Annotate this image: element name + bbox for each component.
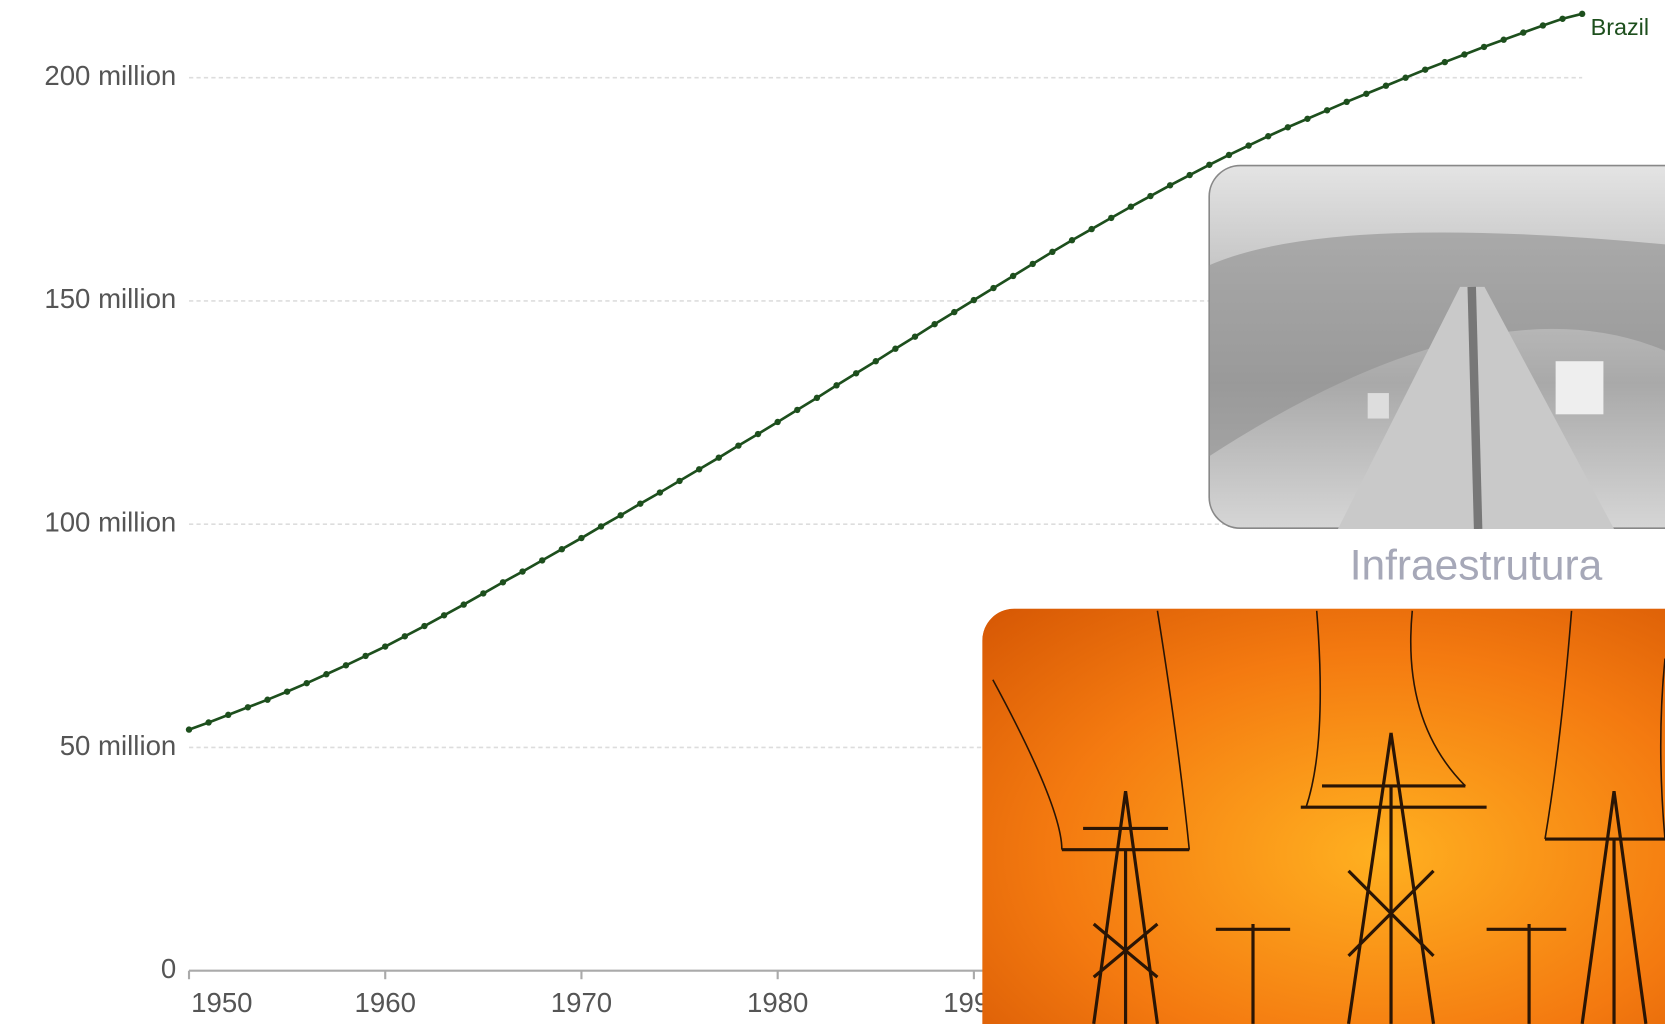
data-point [931, 320, 938, 328]
data-point [1225, 151, 1233, 159]
data-point [303, 679, 310, 687]
data-point [1500, 36, 1507, 43]
highway-photo [1208, 164, 1665, 529]
data-point [1343, 98, 1350, 105]
data-point [1461, 51, 1468, 58]
data-point [1127, 203, 1135, 210]
data-point [1284, 124, 1292, 131]
data-point [695, 466, 703, 473]
data-point [1382, 82, 1390, 89]
data-point [1265, 133, 1272, 140]
data-point [1206, 161, 1213, 168]
data-point [1304, 115, 1311, 122]
data-point [1520, 29, 1527, 36]
data-point [754, 430, 762, 438]
data-point [499, 579, 507, 586]
x-tick-label: 1950 [191, 987, 252, 1018]
data-point [872, 358, 879, 365]
data-line [188, 12, 1583, 731]
data-point [1029, 260, 1036, 268]
y-tick-label: 50 million [60, 730, 177, 761]
data-point [225, 711, 232, 719]
data-point [970, 296, 978, 304]
data-point [1068, 237, 1076, 244]
data-point [1539, 22, 1547, 29]
data-point [794, 406, 801, 414]
data-point [1559, 15, 1566, 22]
data-point [1186, 171, 1193, 179]
data-point [1009, 272, 1017, 280]
data-point [892, 345, 899, 352]
data-point [715, 454, 722, 461]
data-point [1480, 43, 1488, 51]
data-point [421, 622, 428, 630]
data-point [911, 333, 919, 340]
data-point [597, 523, 605, 530]
data-point [480, 590, 487, 597]
data-point [656, 489, 664, 496]
caption: Infraestrutura [1350, 541, 1603, 588]
data-point [951, 308, 958, 316]
data-point [1363, 90, 1370, 97]
data-point [401, 633, 409, 640]
y-tick-label: 100 million [44, 507, 176, 538]
data-point [813, 394, 821, 402]
data-point [637, 500, 644, 507]
data-point [676, 477, 683, 485]
data-point [1323, 107, 1331, 114]
data-point [1166, 182, 1174, 189]
data-point [1049, 248, 1056, 256]
data-point [1108, 214, 1115, 222]
data-point [539, 557, 546, 564]
data-point [1422, 66, 1429, 73]
data-point [440, 612, 448, 619]
data-point [558, 546, 566, 553]
data-point [833, 382, 840, 389]
data-point [1441, 58, 1449, 66]
x-tick-label: 1980 [747, 987, 808, 1018]
data-point [1578, 10, 1586, 18]
data-point [735, 442, 742, 449]
data-point [323, 671, 330, 678]
series-label: Brazil [1591, 14, 1649, 40]
data-point [1402, 74, 1409, 81]
y-tick-label: 200 million [44, 60, 176, 91]
data-point [519, 568, 526, 575]
data-point [1245, 142, 1252, 149]
data-point [852, 370, 860, 377]
data-point [342, 662, 350, 669]
x-tick-label: 1970 [551, 987, 612, 1018]
data-point [1147, 192, 1154, 200]
data-point [362, 652, 369, 660]
data-point [382, 643, 389, 650]
data-point [205, 719, 212, 726]
y-tick-label: 0 [161, 953, 176, 984]
y-tick-label: 150 million [44, 283, 176, 314]
data-point [774, 418, 781, 426]
data-point [578, 534, 585, 542]
data-point [244, 704, 252, 711]
data-point [264, 696, 271, 703]
data-point [617, 512, 624, 519]
data-point [990, 284, 997, 292]
data-point [283, 688, 291, 695]
power-lines-photo [982, 608, 1665, 1024]
data-point [460, 601, 467, 608]
data-point [185, 726, 193, 733]
x-tick-label: 1960 [355, 987, 416, 1018]
data-point [1088, 225, 1095, 233]
